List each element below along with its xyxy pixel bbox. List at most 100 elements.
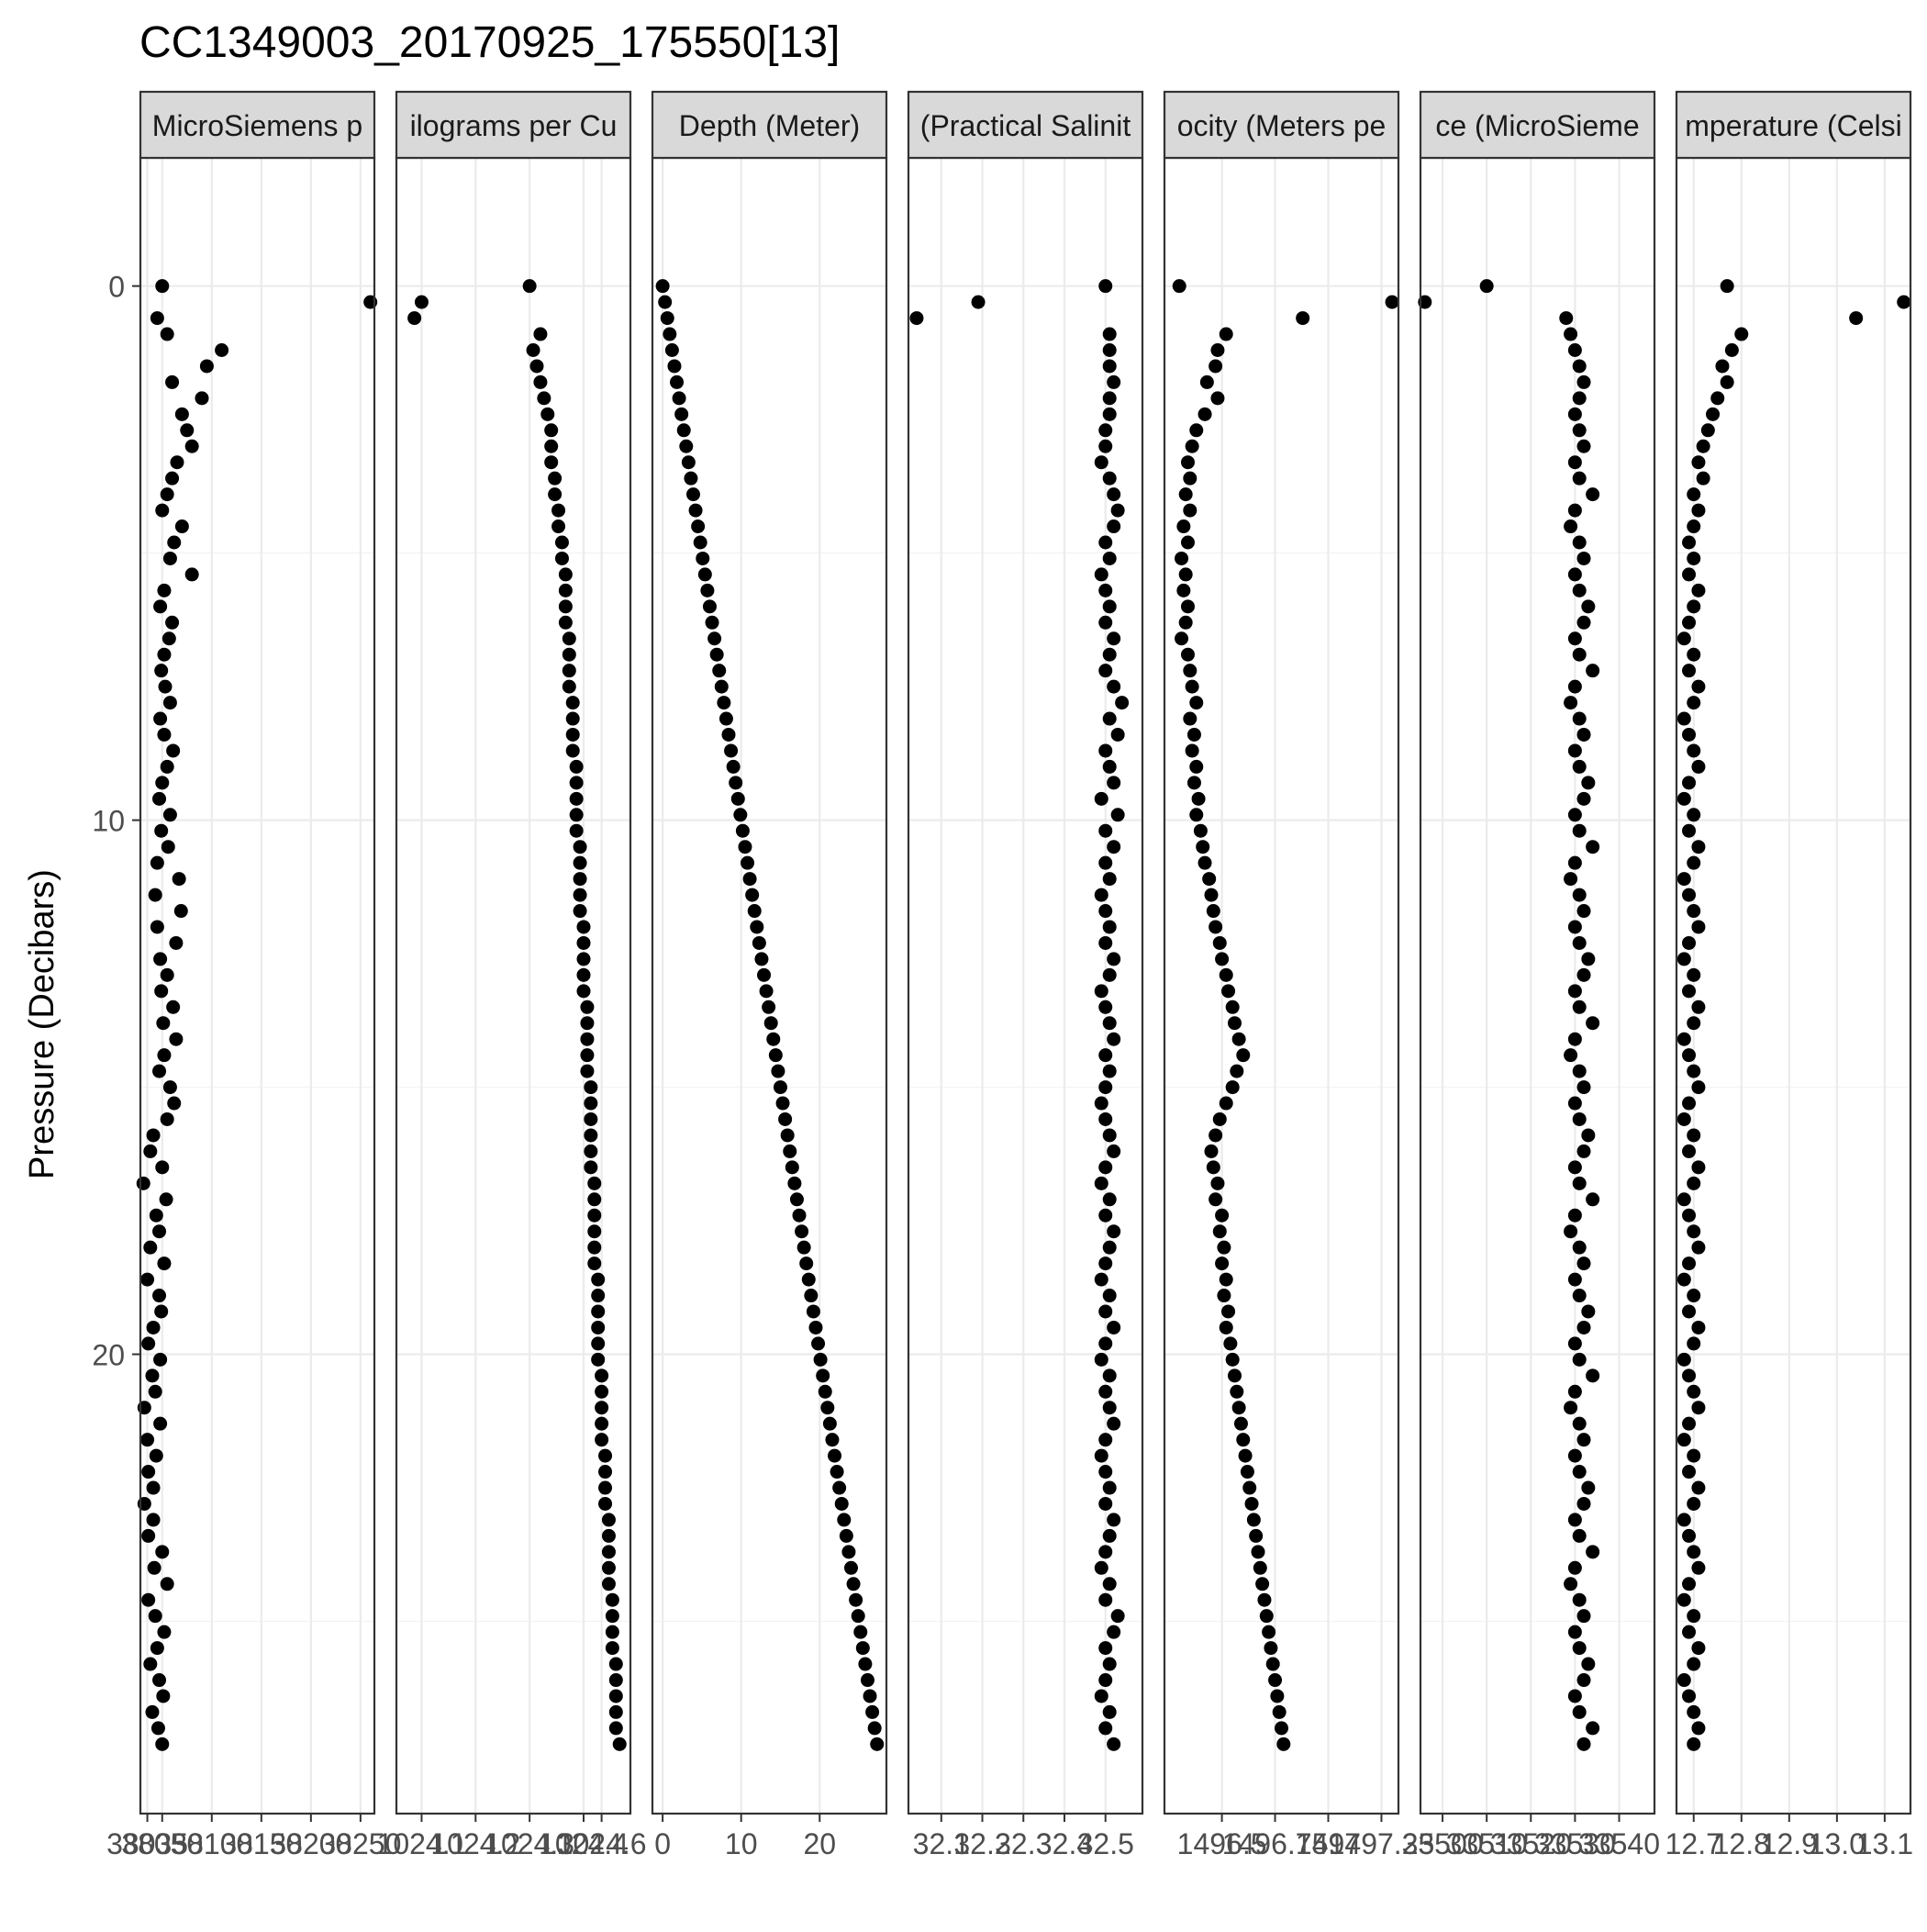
- panel-background: [1420, 158, 1654, 1814]
- data-point: [1242, 1480, 1257, 1495]
- data-point: [584, 1160, 598, 1175]
- facet-strip-label: ce (MicroSieme: [1435, 109, 1639, 142]
- data-point: [595, 1368, 609, 1383]
- data-point: [1676, 1272, 1691, 1287]
- x-tick-label: 38200: [270, 1827, 351, 1860]
- data-point: [851, 1609, 865, 1624]
- data-point: [1183, 664, 1197, 678]
- data-point: [1251, 1545, 1265, 1559]
- data-point: [1107, 952, 1121, 966]
- data-point: [1098, 1673, 1113, 1688]
- data-point: [775, 1096, 790, 1111]
- data-point: [1098, 1465, 1113, 1480]
- data-point: [155, 1545, 170, 1559]
- data-point: [529, 359, 544, 374]
- data-point: [601, 1560, 616, 1575]
- data-point: [141, 1528, 156, 1543]
- data-point: [679, 439, 694, 453]
- data-point: [522, 279, 537, 294]
- data-point: [150, 920, 164, 934]
- data-point: [1098, 1304, 1113, 1319]
- data-point: [154, 984, 169, 999]
- x-tick-label: 33500: [1402, 1827, 1484, 1860]
- data-point: [1691, 455, 1706, 470]
- data-point: [1219, 327, 1233, 341]
- data-point: [773, 1080, 787, 1095]
- data-point: [1238, 1448, 1253, 1463]
- data-point: [828, 1448, 842, 1463]
- x-tick-label: 13.1: [1856, 1827, 1913, 1860]
- data-point: [1581, 599, 1596, 614]
- data-point: [811, 1336, 826, 1351]
- data-point: [1572, 759, 1587, 774]
- data-point: [667, 359, 682, 374]
- data-point: [1098, 1000, 1113, 1014]
- data-point: [165, 374, 180, 389]
- x-tick-label: 20: [803, 1827, 836, 1860]
- data-point: [709, 647, 724, 662]
- data-point: [153, 711, 168, 726]
- data-point: [1676, 872, 1691, 887]
- data-point: [1098, 1048, 1113, 1063]
- data-point: [544, 423, 559, 438]
- data-point: [1559, 311, 1574, 326]
- data-point: [741, 855, 755, 870]
- data-point: [1576, 1433, 1591, 1447]
- data-point: [1098, 1336, 1113, 1351]
- data-point: [1676, 631, 1691, 646]
- data-point: [1098, 439, 1113, 453]
- data-point: [676, 423, 691, 438]
- data-point: [1107, 1224, 1121, 1239]
- facet-strip: [1675, 90, 1912, 160]
- data-point: [839, 1528, 853, 1543]
- data-point: [1676, 1513, 1691, 1527]
- data-point: [1567, 503, 1582, 518]
- data-point: [1687, 1128, 1701, 1143]
- data-point: [1687, 1496, 1701, 1511]
- data-point: [1567, 455, 1582, 470]
- data-point: [551, 503, 566, 518]
- data-point: [1567, 567, 1582, 582]
- data-point: [580, 1064, 595, 1078]
- data-point: [820, 1401, 835, 1415]
- x-tick-label: 38100: [171, 1827, 252, 1860]
- data-point: [1564, 872, 1578, 887]
- data-point: [832, 1480, 847, 1495]
- y-axis-label: Pressure (Decibars): [23, 869, 61, 1179]
- x-tick-label: 32.5: [1077, 1827, 1134, 1860]
- facet-strip: [1419, 90, 1656, 160]
- data-point: [576, 952, 591, 966]
- data-point: [595, 1433, 609, 1447]
- data-point: [1567, 1272, 1582, 1287]
- data-point: [1183, 711, 1197, 726]
- data-point: [1102, 647, 1117, 662]
- data-point: [154, 823, 169, 838]
- data-point: [167, 535, 182, 550]
- data-point: [1687, 1609, 1701, 1624]
- data-point: [795, 1224, 809, 1239]
- data-point: [759, 984, 774, 999]
- facet-strip: [651, 90, 888, 160]
- data-point: [909, 311, 924, 326]
- data-point: [1098, 664, 1113, 678]
- data-point: [1586, 1192, 1600, 1207]
- data-point: [155, 1160, 170, 1175]
- data-point: [1687, 551, 1701, 565]
- data-point: [558, 583, 573, 597]
- data-point: [1710, 391, 1725, 406]
- data-point: [148, 1609, 162, 1624]
- data-point: [660, 311, 674, 326]
- data-point: [169, 1032, 184, 1046]
- data-point: [1178, 567, 1193, 582]
- data-point: [730, 791, 745, 806]
- data-point: [1098, 1721, 1113, 1736]
- data-point: [1572, 471, 1587, 486]
- x-tick-label: 1024.1: [377, 1827, 467, 1860]
- data-point: [184, 439, 199, 453]
- y-tick-label: 20: [92, 1339, 125, 1372]
- data-point: [1682, 567, 1697, 582]
- data-point: [580, 1000, 595, 1014]
- data-point: [1567, 1384, 1582, 1399]
- data-point: [1572, 1641, 1587, 1656]
